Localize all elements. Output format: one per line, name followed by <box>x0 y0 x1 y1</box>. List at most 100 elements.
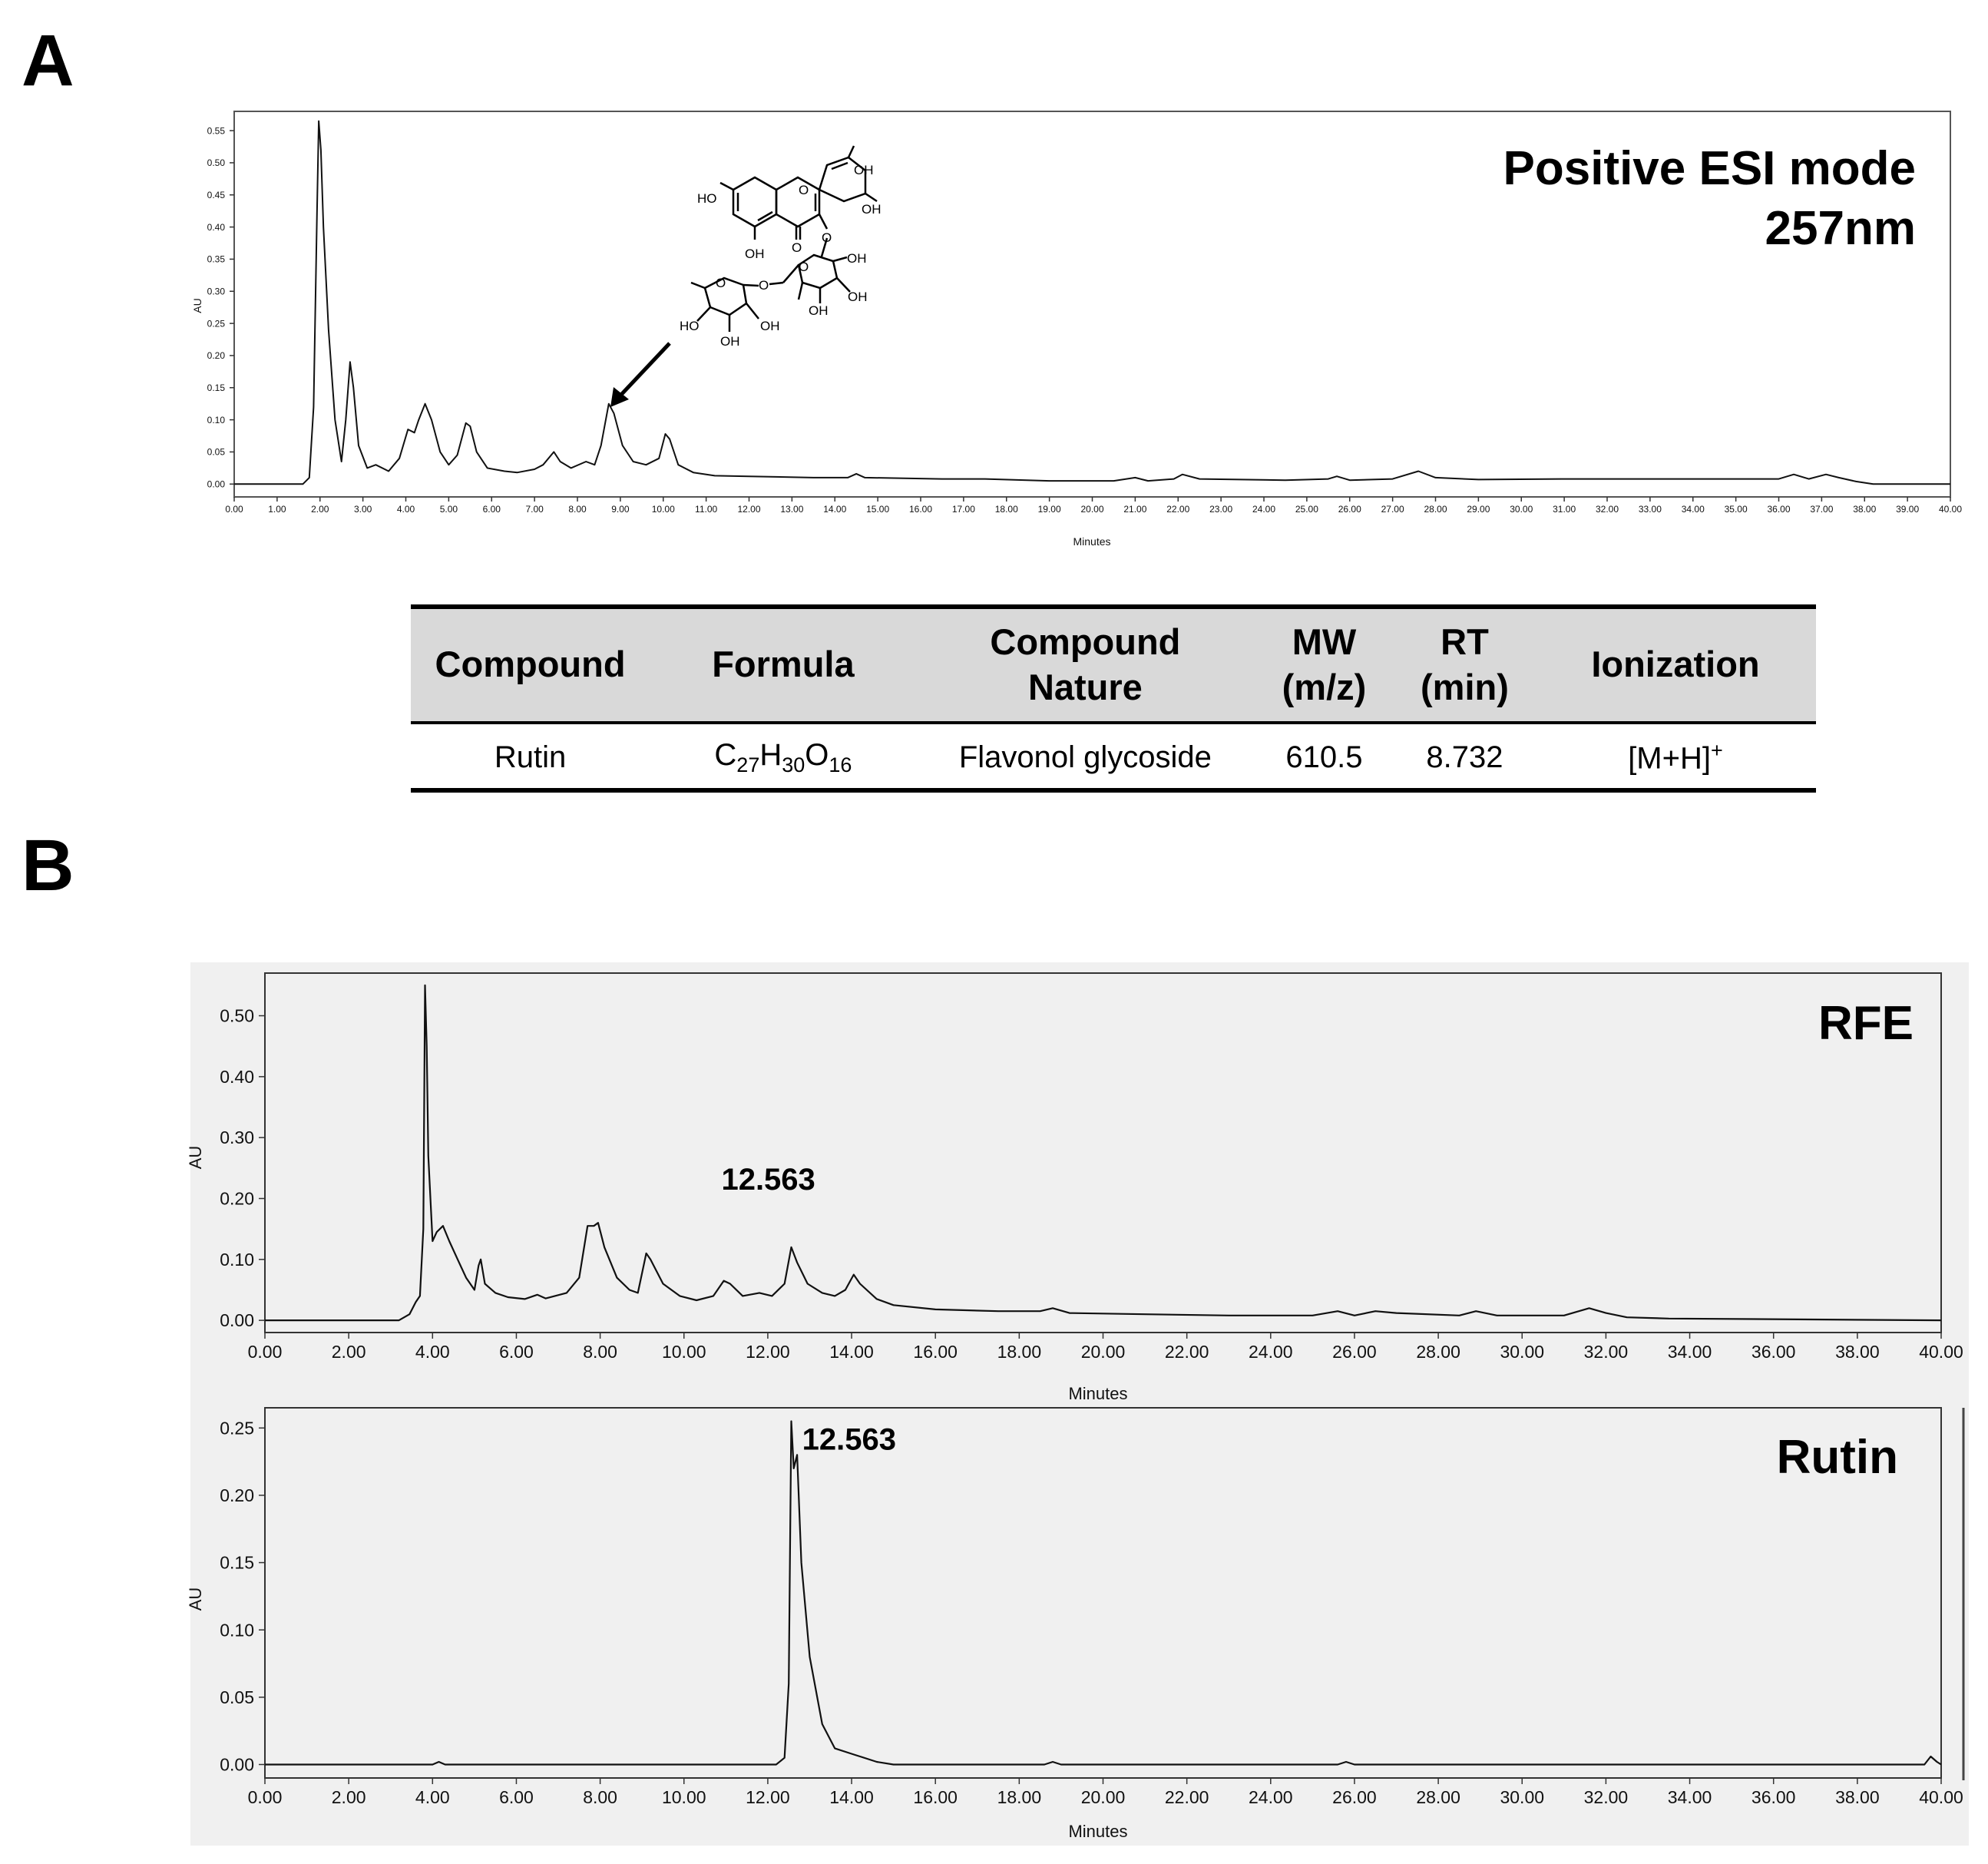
chart-b-top-xtick-label: 18.00 <box>997 1342 1042 1362</box>
chart-a-xtick-label: 15.00 <box>866 504 889 515</box>
chart-a-ytick-label: 0.20 <box>207 350 226 361</box>
chart-a-ylabel: AU <box>191 298 203 313</box>
chart-b-bottom-xtick-label: 36.00 <box>1751 1787 1796 1807</box>
chart-a-ytick-label: 0.15 <box>207 382 226 393</box>
chart-a-xtick-label: 34.00 <box>1682 504 1705 515</box>
chart-a-xtick-label: 14.00 <box>823 504 846 515</box>
chart-b-bottom-ytick-label: 0.25 <box>220 1418 254 1438</box>
chart-a-xtick-label: 38.00 <box>1853 504 1876 515</box>
chart-b-bottom-xtick-label: 30.00 <box>1500 1787 1544 1807</box>
compound-table: Compound Formula Compound Nature MW (m/z… <box>411 604 1816 793</box>
chart-a-xtick-label: 32.00 <box>1596 504 1619 515</box>
chart-b-top-ytick-label: 0.10 <box>220 1250 254 1270</box>
chart-b-bottom-ytick-label: 0.15 <box>220 1553 254 1573</box>
chart-a-xtick-label: 25.00 <box>1295 504 1318 515</box>
chart-b-top-ytick-label: 0.50 <box>220 1006 254 1026</box>
chart-a-xtick-label: 12.00 <box>737 504 760 515</box>
chart-b-top-xtick-label: 8.00 <box>583 1342 617 1362</box>
structure-label-7: OH <box>847 251 867 266</box>
chart-a-xtick-label: 1.00 <box>268 504 286 515</box>
chart-b-top-ytick-label: 0.30 <box>220 1127 254 1147</box>
chart-b-top-xtick-label: 16.00 <box>913 1342 958 1362</box>
chart-b-top-xtick-label: 40.00 <box>1919 1342 1963 1362</box>
chart-a-xtick-label: 19.00 <box>1038 504 1061 515</box>
chart-a-xtick-label: 23.00 <box>1209 504 1232 515</box>
structure-label-10: HO <box>680 319 700 333</box>
plot-frame-b-top <box>264 972 1942 1333</box>
cell-mw: 610.5 <box>1253 722 1394 793</box>
rutin-structure-diagram <box>690 145 878 332</box>
chart-a-xtick-label: 22.00 <box>1166 504 1189 515</box>
cell-nature: Flavonol glycoside <box>916 722 1254 793</box>
chart-b-bottom-xtick-label: 40.00 <box>1919 1787 1963 1807</box>
chart-a-ytick-label: 0.25 <box>207 318 226 329</box>
structure-label-6: O <box>822 230 832 245</box>
chart-b-bottom-trace <box>265 1420 1942 1766</box>
chart-b-top-xtick-label: 32.00 <box>1584 1342 1629 1362</box>
chart-b-bottom-ytick-label: 0.00 <box>220 1755 254 1775</box>
chart-b-bottom-xtick-label: 8.00 <box>583 1787 617 1807</box>
table-row: Rutin C27H30O16 Flavonol glycoside 610.5… <box>411 722 1816 793</box>
structure-label-16: O <box>799 183 809 197</box>
chart-b-bottom-title: Rutin <box>1777 1431 1898 1484</box>
chart-a-xlabel: Minutes <box>1073 535 1110 548</box>
rutin-arrow <box>610 342 671 407</box>
chart-a-xtick-label: 20.00 <box>1080 504 1103 515</box>
chart-b-bottom-xtick-label: 6.00 <box>499 1787 534 1807</box>
chart-a-ytick-label: 0.35 <box>207 254 226 265</box>
structure-label-12: OH <box>720 334 740 349</box>
chart-a-xtick-label: 35.00 <box>1725 504 1748 515</box>
col-header-formula: Formula <box>650 604 917 724</box>
chart-b-bottom-peak-label: 12.563 <box>802 1422 896 1456</box>
chart-b-top-xtick-label: 26.00 <box>1332 1342 1377 1362</box>
chart-a-xtick-label: 39.00 <box>1896 504 1919 515</box>
chart-b-bottom-ytick-label: 0.05 <box>220 1687 254 1707</box>
chart-a-xtick-label: 2.00 <box>311 504 329 515</box>
chart-b-top-xtick-label: 10.00 <box>662 1342 706 1362</box>
chart-a-xtick-label: 31.00 <box>1553 504 1576 515</box>
chart-b-bottom-xtick-label: 28.00 <box>1416 1787 1460 1807</box>
chart-b-bottom-ytick-label: 0.10 <box>220 1620 254 1640</box>
chart-a-xtick-label: 9.00 <box>611 504 630 515</box>
chart-b-top-xtick-label: 12.00 <box>746 1342 790 1362</box>
chart-b-bottom-xtick-label: 4.00 <box>415 1787 450 1807</box>
structure-label-1: HO <box>697 191 717 206</box>
chart-a-trace <box>234 120 1950 485</box>
chart-a-xtick-label: 27.00 <box>1381 504 1404 515</box>
chart-b-top-ytick-label: 0.40 <box>220 1067 254 1087</box>
col-header-compound: Compound <box>411 604 650 724</box>
structure-label-15: O <box>716 276 726 290</box>
chart-b-bottom-ylabel: AU <box>186 1588 205 1611</box>
chart-b-top-xtick-label: 30.00 <box>1500 1342 1544 1362</box>
chart-b-bottom-xtick-label: 2.00 <box>332 1787 366 1807</box>
chart-b-bottom-xtick-label: 12.00 <box>746 1787 790 1807</box>
chart-b-top-peak-label: 12.563 <box>721 1163 815 1197</box>
chart-b-bottom-xtick-label: 22.00 <box>1165 1787 1209 1807</box>
chart-a-xtick-label: 24.00 <box>1252 504 1275 515</box>
chart-a-xtick-label: 11.00 <box>695 504 717 515</box>
structure-label-8: OH <box>848 290 868 304</box>
chart-a-xtick-label: 28.00 <box>1424 504 1447 515</box>
chart-b-bottom-xtick-label: 16.00 <box>913 1787 958 1807</box>
structure-label-4: OH <box>862 202 882 217</box>
chart-b-top-xtick-label: 36.00 <box>1751 1342 1796 1362</box>
chart-a-xtick-label: 37.00 <box>1810 504 1833 515</box>
chart-a-xtick-label: 6.00 <box>483 504 501 515</box>
cell-compound: Rutin <box>411 722 650 793</box>
chart-b-top-ytick-label: 0.00 <box>220 1310 254 1330</box>
chart-a-xtick-label: 21.00 <box>1123 504 1146 515</box>
chart-b-top-xtick-label: 4.00 <box>415 1342 450 1362</box>
cell-rt: 8.732 <box>1394 722 1535 793</box>
col-header-nature: Compound Nature <box>916 604 1254 724</box>
chart-b-bottom-xtick-label: 24.00 <box>1249 1787 1293 1807</box>
chart-a-ytick-label: 0.40 <box>207 222 226 233</box>
chart-b-bottom-xtick-label: 38.00 <box>1835 1787 1880 1807</box>
cell-ionization: [M+H]+ <box>1534 722 1816 793</box>
table-header-row: Compound Formula Compound Nature MW (m/z… <box>411 604 1816 724</box>
plot-frame-a <box>233 111 1951 498</box>
col-header-ionization: Ionization <box>1534 604 1816 724</box>
chart-a-xtick-label: 0.00 <box>225 504 243 515</box>
chart-a-subtitle: 257nm <box>1765 202 1916 255</box>
chromatogram-a: 0.00 0.05 0.10 0.15 0.20 0.25 0.30 0.35 0.40 0.45… <box>191 111 1962 548</box>
